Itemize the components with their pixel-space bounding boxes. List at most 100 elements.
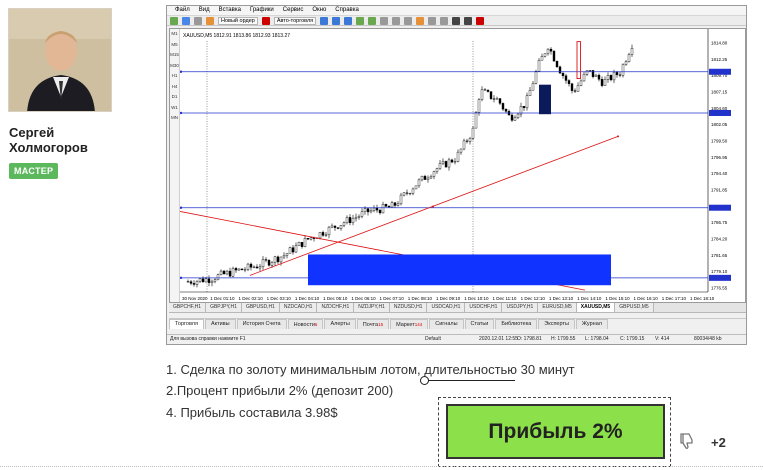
vote-count: +2 [711, 435, 726, 450]
status-profile: Default [425, 336, 441, 342]
level-price-tag [709, 274, 731, 281]
candle-body [450, 159, 454, 163]
candle-body [285, 253, 289, 256]
candle-body [438, 163, 442, 169]
symbol-tab: GBPCHF,H1 [169, 303, 207, 312]
candle-body [561, 73, 565, 76]
candle-body [240, 268, 244, 271]
thumbs-down-icon[interactable] [678, 432, 696, 454]
candle-body [393, 202, 397, 206]
price-tick-label: 1791.85 [711, 188, 728, 193]
author-name[interactable]: Сергей Холмогоров [9, 125, 119, 155]
price-tick-label: 1809.70 [711, 73, 728, 78]
candle-body [252, 266, 256, 268]
candle-body [351, 217, 355, 224]
terminal-tab-label: Библиотека [501, 321, 532, 327]
candle-chart-icon [332, 16, 341, 25]
candle-body [282, 255, 286, 258]
line-chart-icon [344, 16, 353, 25]
level-anchor [180, 206, 183, 209]
time-tick-label: 1 Dec 10:10 [464, 296, 489, 301]
price-tick-label: 1807.15 [711, 90, 728, 95]
symbol-tab: GBPJPY,H1 [206, 303, 242, 312]
candle-body [417, 179, 421, 187]
candle-body [510, 114, 514, 121]
candle-body [246, 263, 250, 270]
author-last-name[interactable]: Холмогоров [9, 140, 88, 155]
time-tick-label: 1 Dec 13:10 [549, 296, 574, 301]
terminal-tab: Сигналы [429, 319, 464, 329]
status-volume: V: 414 [655, 336, 670, 342]
candle-body [453, 161, 457, 163]
candle-body [195, 281, 199, 285]
market-watch-icon [194, 16, 202, 25]
terminal-tab: Активы [204, 319, 236, 329]
candle-body [291, 247, 295, 253]
symbol-tab: USDCAD,H1 [427, 303, 466, 312]
thumbs-down-glyph-icon [680, 433, 693, 449]
candle-body [420, 175, 424, 181]
candle-body [576, 85, 580, 92]
candle-body [603, 79, 607, 86]
timeframe-d1: D1 [171, 94, 178, 99]
candle-body [381, 204, 385, 214]
person-photo-icon [9, 9, 111, 111]
terminal-tab-label: Алерты [330, 321, 350, 327]
terminal-tab-count: 6 [314, 321, 318, 327]
candle-body [612, 72, 616, 81]
candle-body [489, 91, 493, 99]
status-help: Для вызова справки нажмите F1 [170, 336, 246, 342]
periods-icon [428, 16, 437, 25]
candle-body [441, 161, 445, 164]
time-tick-label: 1 Dec 08:10 [408, 296, 433, 301]
trading-terminal-screenshot: Файл Вид Вставка Графики Сервис Окно Спр… [166, 5, 747, 345]
auto-trading-button: Авто-торговля [273, 16, 317, 25]
candle-body [333, 225, 337, 228]
profit-callout: Прибыль 2% [446, 404, 665, 459]
menu-window: Окно [312, 7, 327, 13]
candle-body [201, 278, 205, 283]
symbol-tab: EURUSD,M5 [538, 303, 577, 312]
candle-body [339, 225, 343, 229]
candle-body [585, 70, 589, 75]
candle-body [546, 48, 550, 54]
trendline-anchor [432, 205, 434, 208]
candle-body [222, 270, 226, 275]
terminal-tab: Почта15 [356, 319, 390, 329]
candle-body [630, 48, 634, 55]
candle-body [456, 151, 460, 162]
terminal-tab-label: Активы [210, 321, 230, 327]
time-tick-label: 1 Dec 11:10 [492, 296, 516, 301]
candle-body [549, 48, 553, 52]
timeframe-h4: H4 [171, 83, 178, 89]
candle-body [534, 71, 538, 84]
candle-body [552, 50, 556, 62]
candle-body [516, 113, 520, 118]
terminal-tab-label: Сигналы [435, 321, 458, 327]
candle-body [594, 74, 598, 77]
symbol-tab: NZDUSD,H1 [389, 303, 428, 312]
candle-body [426, 177, 430, 180]
time-tick-label: 30 Nov 2020 [182, 296, 208, 301]
chart-shift-icon [404, 16, 413, 25]
candle-body [390, 202, 394, 208]
candle-body [219, 270, 223, 275]
menu-tools: Сервис [282, 7, 304, 13]
callout-connector [425, 380, 515, 381]
candle-body [204, 278, 208, 283]
candle-body [402, 192, 406, 196]
candlestick-chart: XAUUSD,M5 1812.91 1813.86 1812.93 1813.2… [180, 29, 731, 301]
profiles-icon [182, 16, 190, 25]
candle-body [555, 60, 559, 68]
status-traffic: 80034/48 kb [694, 336, 722, 342]
candle-body [606, 75, 610, 80]
candle-body [225, 270, 229, 275]
author-avatar[interactable] [8, 8, 112, 112]
candle-body [513, 117, 517, 121]
candle-body [243, 269, 247, 271]
author-first-name[interactable]: Сергей [9, 125, 55, 140]
cursor-icon [452, 16, 461, 25]
symbol-tab: USDJPY,H1 [502, 303, 539, 312]
terminal-menubar: Файл Вид Вставка Графики Сервис Окно Спр… [167, 6, 746, 15]
status-datetime: 2020.12.01 12:55 [479, 336, 518, 342]
